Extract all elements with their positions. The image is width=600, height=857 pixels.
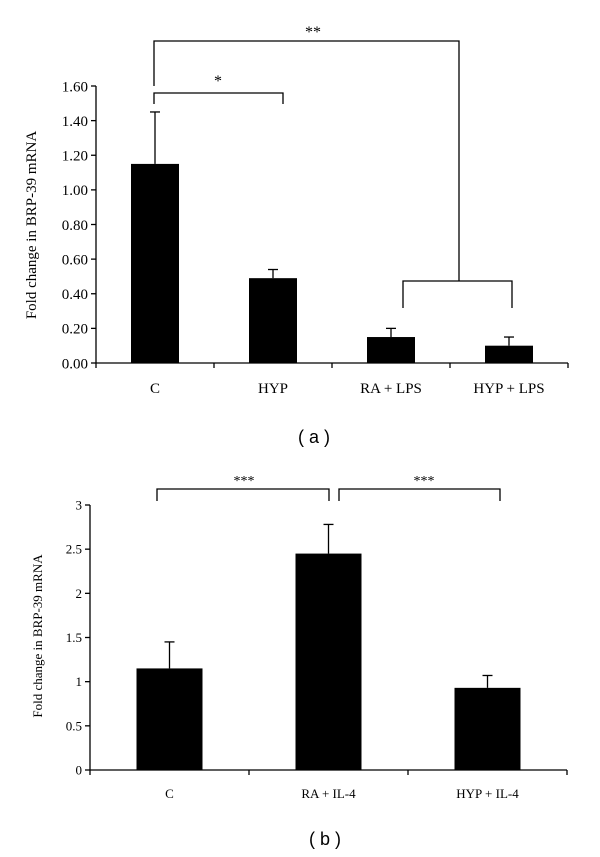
bar <box>485 345 533 363</box>
bracket-c-ra-il4 <box>156 488 330 501</box>
chart-a-significance-brackets <box>153 40 513 308</box>
chart-a-y-axis-label: Fold change in BRP-39 mRNA <box>24 131 40 320</box>
y-tick-label: 0.5 <box>66 718 82 733</box>
bar <box>454 687 521 770</box>
chart-a-bars <box>131 111 533 363</box>
x-tick-label: RA + LPS <box>360 381 422 397</box>
x-tick-label: HYP + IL-4 <box>456 786 519 801</box>
x-tick-label: RA + IL-4 <box>301 786 356 801</box>
y-tick-label: 0.00 <box>62 356 88 372</box>
significance-label-a-1: * <box>214 73 222 90</box>
significance-label-b-2: *** <box>414 474 435 489</box>
y-tick-label: 0.20 <box>62 322 88 338</box>
y-tick-label: 1.5 <box>66 630 82 645</box>
chart-a-x-tick-labels: C HYP RA + LPS HYP + LPS <box>150 381 545 397</box>
bracket-c-hyp <box>153 92 284 104</box>
chart-b-bars <box>136 523 521 770</box>
y-tick-label: 0.80 <box>62 218 88 234</box>
bar <box>295 553 362 770</box>
bracket-ra-il4-hyp-il4 <box>338 488 501 501</box>
x-tick-label: HYP <box>258 381 288 397</box>
significance-label-b-1: *** <box>234 474 255 489</box>
y-tick-label: 3 <box>76 498 83 513</box>
bracket-lps-groups <box>402 280 513 308</box>
significance-label-a-2: ** <box>305 24 321 41</box>
y-tick-label: 0.60 <box>62 252 88 268</box>
chart-b: Fold change in BRP-39 mRNA 0 0.5 1 1.5 2 2.5 3… <box>30 474 568 849</box>
x-tick-label: C <box>150 381 160 397</box>
bar <box>249 278 297 363</box>
y-tick-label: 0 <box>76 763 83 778</box>
y-tick-label: 1.60 <box>62 79 88 95</box>
y-tick-label: 0.40 <box>62 287 88 303</box>
x-tick-label: C <box>165 786 174 801</box>
y-tick-label: 1.20 <box>62 149 88 165</box>
x-tick-label: HYP + LPS <box>473 381 544 397</box>
chart-b-significance-brackets <box>156 488 501 501</box>
y-tick-label: 1.00 <box>62 183 88 199</box>
chart-b-panel-label: ( b ) <box>309 829 341 849</box>
y-tick-label: 2 <box>76 586 83 601</box>
y-tick-label: 2.5 <box>66 542 82 557</box>
y-tick-label: 1 <box>76 674 83 689</box>
bar <box>131 163 179 363</box>
bar <box>367 337 415 363</box>
chart-a: Fold change in BRP-39 mRNA 0.00 0.20 0.40 0… <box>24 24 569 447</box>
bracket-c-lps-groups <box>153 40 460 281</box>
bar <box>136 668 203 770</box>
chart-b-x-tick-labels: C RA + IL-4 HYP + IL-4 <box>165 786 519 801</box>
chart-b-y-axis-label: Fold change in BRP-39 mRNA <box>30 554 45 718</box>
chart-a-panel-label: ( a ) <box>298 427 330 447</box>
y-tick-label: 1.40 <box>62 114 88 130</box>
